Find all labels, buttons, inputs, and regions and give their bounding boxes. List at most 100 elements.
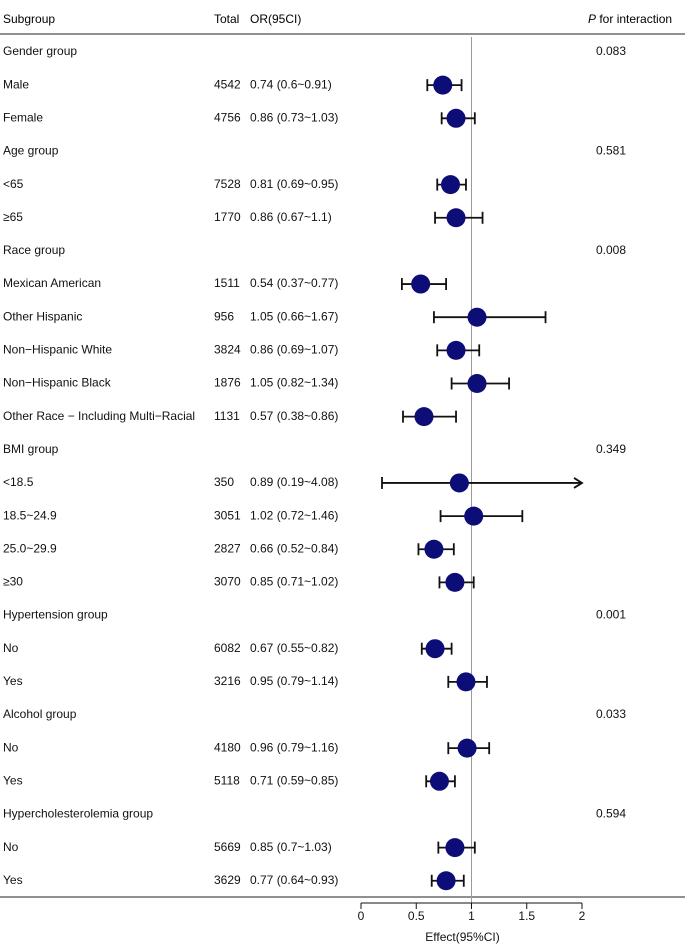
- subgroup-label: Yes: [3, 674, 23, 688]
- subgroup-label: Male: [3, 77, 29, 91]
- table-header: Subgroup Total OR(95CI) P for interactio…: [3, 12, 672, 26]
- subgroup-label: ≥65: [3, 210, 23, 224]
- group-label: Hypercholesterolemia group: [3, 807, 153, 821]
- x-tick-label: 0: [358, 909, 365, 923]
- header-p-italic: P: [588, 12, 596, 26]
- or-ci-text: 0.96 (0.79~1.16): [250, 740, 338, 754]
- point-estimate: [446, 108, 466, 128]
- x-tick-label: 2: [579, 909, 586, 923]
- header-p-interaction: P for interaction: [588, 12, 672, 26]
- header-subgroup: Subgroup: [3, 12, 55, 26]
- total-count: 1876: [214, 376, 241, 390]
- header-total: Total: [214, 12, 239, 26]
- point-estimate: [429, 771, 449, 791]
- forest-marks: [381, 37, 584, 903]
- or-ci-text: 0.86 (0.73~1.03): [250, 110, 338, 124]
- table-rows: Gender group 0.083 Male 4542 0.74 (0.6~0.91)…: [3, 44, 626, 887]
- subgroup-label: <18.5: [3, 475, 34, 489]
- total-count: 4756: [214, 110, 241, 124]
- total-count: 1131: [214, 409, 240, 423]
- x-tick-label: 1.5: [518, 909, 535, 923]
- subgroup-label: Other Hispanic: [3, 309, 82, 323]
- subgroup-label: Yes: [3, 773, 23, 787]
- subgroup-label: No: [3, 840, 19, 854]
- x-tick-label: 0.5: [408, 909, 425, 923]
- total-count: 4180: [214, 740, 241, 754]
- total-count: 5118: [214, 773, 240, 787]
- or-ci-text: 0.54 (0.37~0.77): [250, 276, 338, 290]
- total-count: 350: [214, 475, 234, 489]
- point-estimate: [457, 738, 477, 758]
- group-label: BMI group: [3, 442, 59, 456]
- subgroup-label: Non−Hispanic White: [3, 343, 112, 357]
- subgroup-label: Non−Hispanic Black: [3, 376, 112, 390]
- group-label: Alcohol group: [3, 707, 77, 721]
- x-axis: 0 0.5 1 1.5 2 Effect(95%CI): [358, 902, 586, 944]
- point-estimate: [425, 639, 445, 659]
- or-ci-text: 0.89 (0.19~4.08): [250, 475, 338, 489]
- total-count: 1770: [214, 210, 241, 224]
- or-ci-text: 0.85 (0.7~1.03): [250, 840, 332, 854]
- header-p-rest: for interaction: [596, 12, 672, 26]
- or-ci-text: 1.05 (0.66~1.67): [250, 309, 338, 323]
- or-ci-text: 0.74 (0.6~0.91): [250, 77, 332, 91]
- point-estimate: [446, 340, 466, 360]
- subgroup-label: Female: [3, 110, 43, 124]
- group-label: Race group: [3, 243, 65, 257]
- p-interaction-value: 0.594: [596, 807, 626, 821]
- point-estimate: [436, 871, 456, 891]
- total-count: 3824: [214, 343, 241, 357]
- group-label: Age group: [3, 144, 59, 158]
- p-interaction-value: 0.008: [596, 243, 626, 257]
- total-count: 3051: [214, 508, 241, 522]
- point-estimate: [433, 75, 453, 95]
- subgroup-label: No: [3, 740, 19, 754]
- subgroup-label: 25.0~29.9: [3, 541, 57, 555]
- or-ci-text: 0.81 (0.69~0.95): [250, 177, 338, 191]
- total-count: 5669: [214, 840, 241, 854]
- total-count: 2827: [214, 541, 241, 555]
- point-estimate: [414, 407, 434, 427]
- or-ci-text: 0.57 (0.38~0.86): [250, 409, 338, 423]
- subgroup-label: Mexican American: [3, 276, 101, 290]
- total-count: 1511: [214, 276, 240, 290]
- point-estimate: [467, 307, 487, 327]
- subgroup-label: Yes: [3, 873, 23, 887]
- p-interaction-value: 0.033: [596, 707, 626, 721]
- subgroup-label: Other Race − Including Multi−Racial: [3, 409, 195, 423]
- x-axis-title: Effect(95%CI): [425, 930, 499, 944]
- point-estimate: [445, 838, 465, 858]
- point-estimate: [445, 572, 465, 592]
- subgroup-label: 18.5~24.9: [3, 508, 57, 522]
- subgroup-label: No: [3, 641, 19, 655]
- total-count: 3629: [214, 873, 241, 887]
- p-interaction-value: 0.581: [596, 144, 626, 158]
- total-count: 3070: [214, 575, 241, 589]
- group-label: Hypertension group: [3, 608, 108, 622]
- header-or-ci: OR(95CI): [250, 12, 301, 26]
- p-interaction-value: 0.083: [596, 44, 626, 58]
- or-ci-text: 1.02 (0.72~1.46): [250, 508, 338, 522]
- p-interaction-value: 0.349: [596, 442, 626, 456]
- or-ci-text: 0.66 (0.52~0.84): [250, 541, 338, 555]
- or-ci-text: 0.86 (0.69~1.07): [250, 343, 338, 357]
- point-estimate: [464, 506, 484, 526]
- total-count: 4542: [214, 77, 241, 91]
- point-estimate: [449, 473, 469, 493]
- point-estimate: [456, 672, 476, 692]
- point-estimate: [446, 208, 466, 228]
- subgroup-label: ≥30: [3, 575, 23, 589]
- point-estimate: [441, 175, 461, 195]
- point-estimate: [467, 374, 487, 393]
- or-ci-text: 0.71 (0.59~0.85): [250, 773, 338, 787]
- or-ci-text: 0.67 (0.55~0.82): [250, 641, 338, 655]
- total-count: 6082: [214, 641, 241, 655]
- or-ci-text: 1.05 (0.82~1.34): [250, 376, 338, 390]
- point-estimate: [411, 274, 431, 294]
- or-ci-text: 0.85 (0.71~1.02): [250, 575, 338, 589]
- p-interaction-value: 0.001: [596, 608, 626, 622]
- total-count: 7528: [214, 177, 241, 191]
- group-label: Gender group: [3, 44, 77, 58]
- point-estimate: [424, 539, 444, 559]
